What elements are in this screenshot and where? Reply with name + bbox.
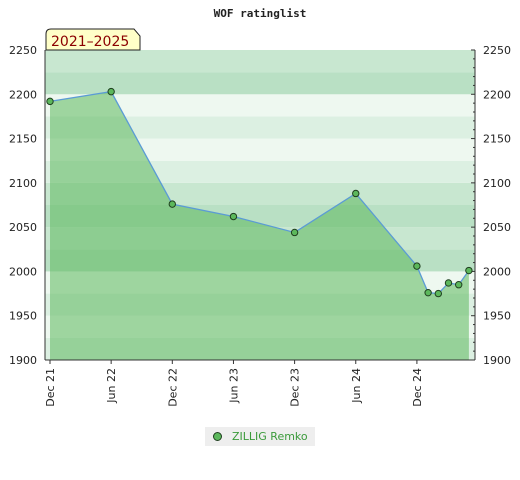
x-tick-label: Jun 23 — [227, 368, 240, 404]
y-tick-label-right: 2250 — [483, 44, 511, 57]
background-band — [45, 72, 475, 95]
background-band — [45, 50, 475, 73]
data-point — [352, 189, 360, 198]
y-tick-label-left: 2150 — [9, 133, 37, 146]
legend-label: ZILLIG Remko — [232, 430, 308, 443]
y-tick-label-right: 1900 — [483, 354, 511, 367]
y-axis-left-labels: 1900 1950 2000 2050 2100 2150 2200 2250 — [9, 44, 37, 367]
y-axis-right-labels: 1900 1950 2000 2050 2100 2150 2200 2250 — [483, 44, 511, 367]
y-tick-label-left: 2250 — [9, 44, 37, 57]
y-tick-label-right: 2000 — [483, 265, 511, 278]
data-point — [413, 262, 421, 270]
y-tick-label-left: 2100 — [9, 177, 37, 190]
y-tick-label-left: 2000 — [9, 265, 37, 278]
y-tick-label-left: 2200 — [9, 88, 37, 101]
background-band — [45, 116, 475, 139]
series-area — [50, 91, 469, 360]
y-tick-label-right: 1950 — [483, 310, 511, 323]
x-tick-label: Dec 23 — [289, 368, 302, 407]
chart-title: WOF ratinglist — [214, 7, 307, 20]
background-band — [45, 138, 475, 161]
x-tick-label: Dec 22 — [166, 368, 179, 407]
data-point — [46, 97, 54, 106]
data-point — [434, 289, 443, 298]
legend: ZILLIG Remko — [205, 427, 315, 446]
data-point — [107, 87, 115, 96]
data-point — [290, 228, 299, 237]
axes — [44, 49, 476, 364]
x-tick-label: Dec 21 — [44, 368, 57, 407]
period-badge-text: 2021–2025 — [51, 34, 129, 50]
data-point — [168, 200, 177, 208]
period-badge: 2021–2025 — [45, 28, 141, 51]
y-tick-label-right: 2200 — [483, 88, 511, 101]
x-tick-label: Jun 22 — [105, 368, 118, 404]
data-point — [465, 266, 473, 275]
y-tick-label-left: 2050 — [9, 221, 37, 234]
data-markers — [46, 87, 473, 298]
legend-marker-icon — [213, 432, 222, 441]
x-axis-labels: Dec 21 Jun 22 Dec 22 Jun 23 Dec 23 Jun 24 Dec … — [44, 368, 424, 407]
y-tick-label-left: 1900 — [9, 354, 37, 367]
data-point — [424, 288, 432, 297]
background-band — [45, 94, 475, 117]
x-tick-label: Dec 24 — [411, 368, 424, 407]
data-point — [444, 279, 453, 287]
y-tick-label-right: 2150 — [483, 133, 511, 146]
x-tick-label: Jun 24 — [350, 368, 363, 404]
data-point — [454, 281, 463, 289]
y-tick-label-right: 2100 — [483, 177, 511, 190]
y-tick-label-left: 1950 — [9, 310, 37, 323]
y-tick-label-right: 2050 — [483, 221, 511, 234]
data-point — [229, 212, 238, 221]
